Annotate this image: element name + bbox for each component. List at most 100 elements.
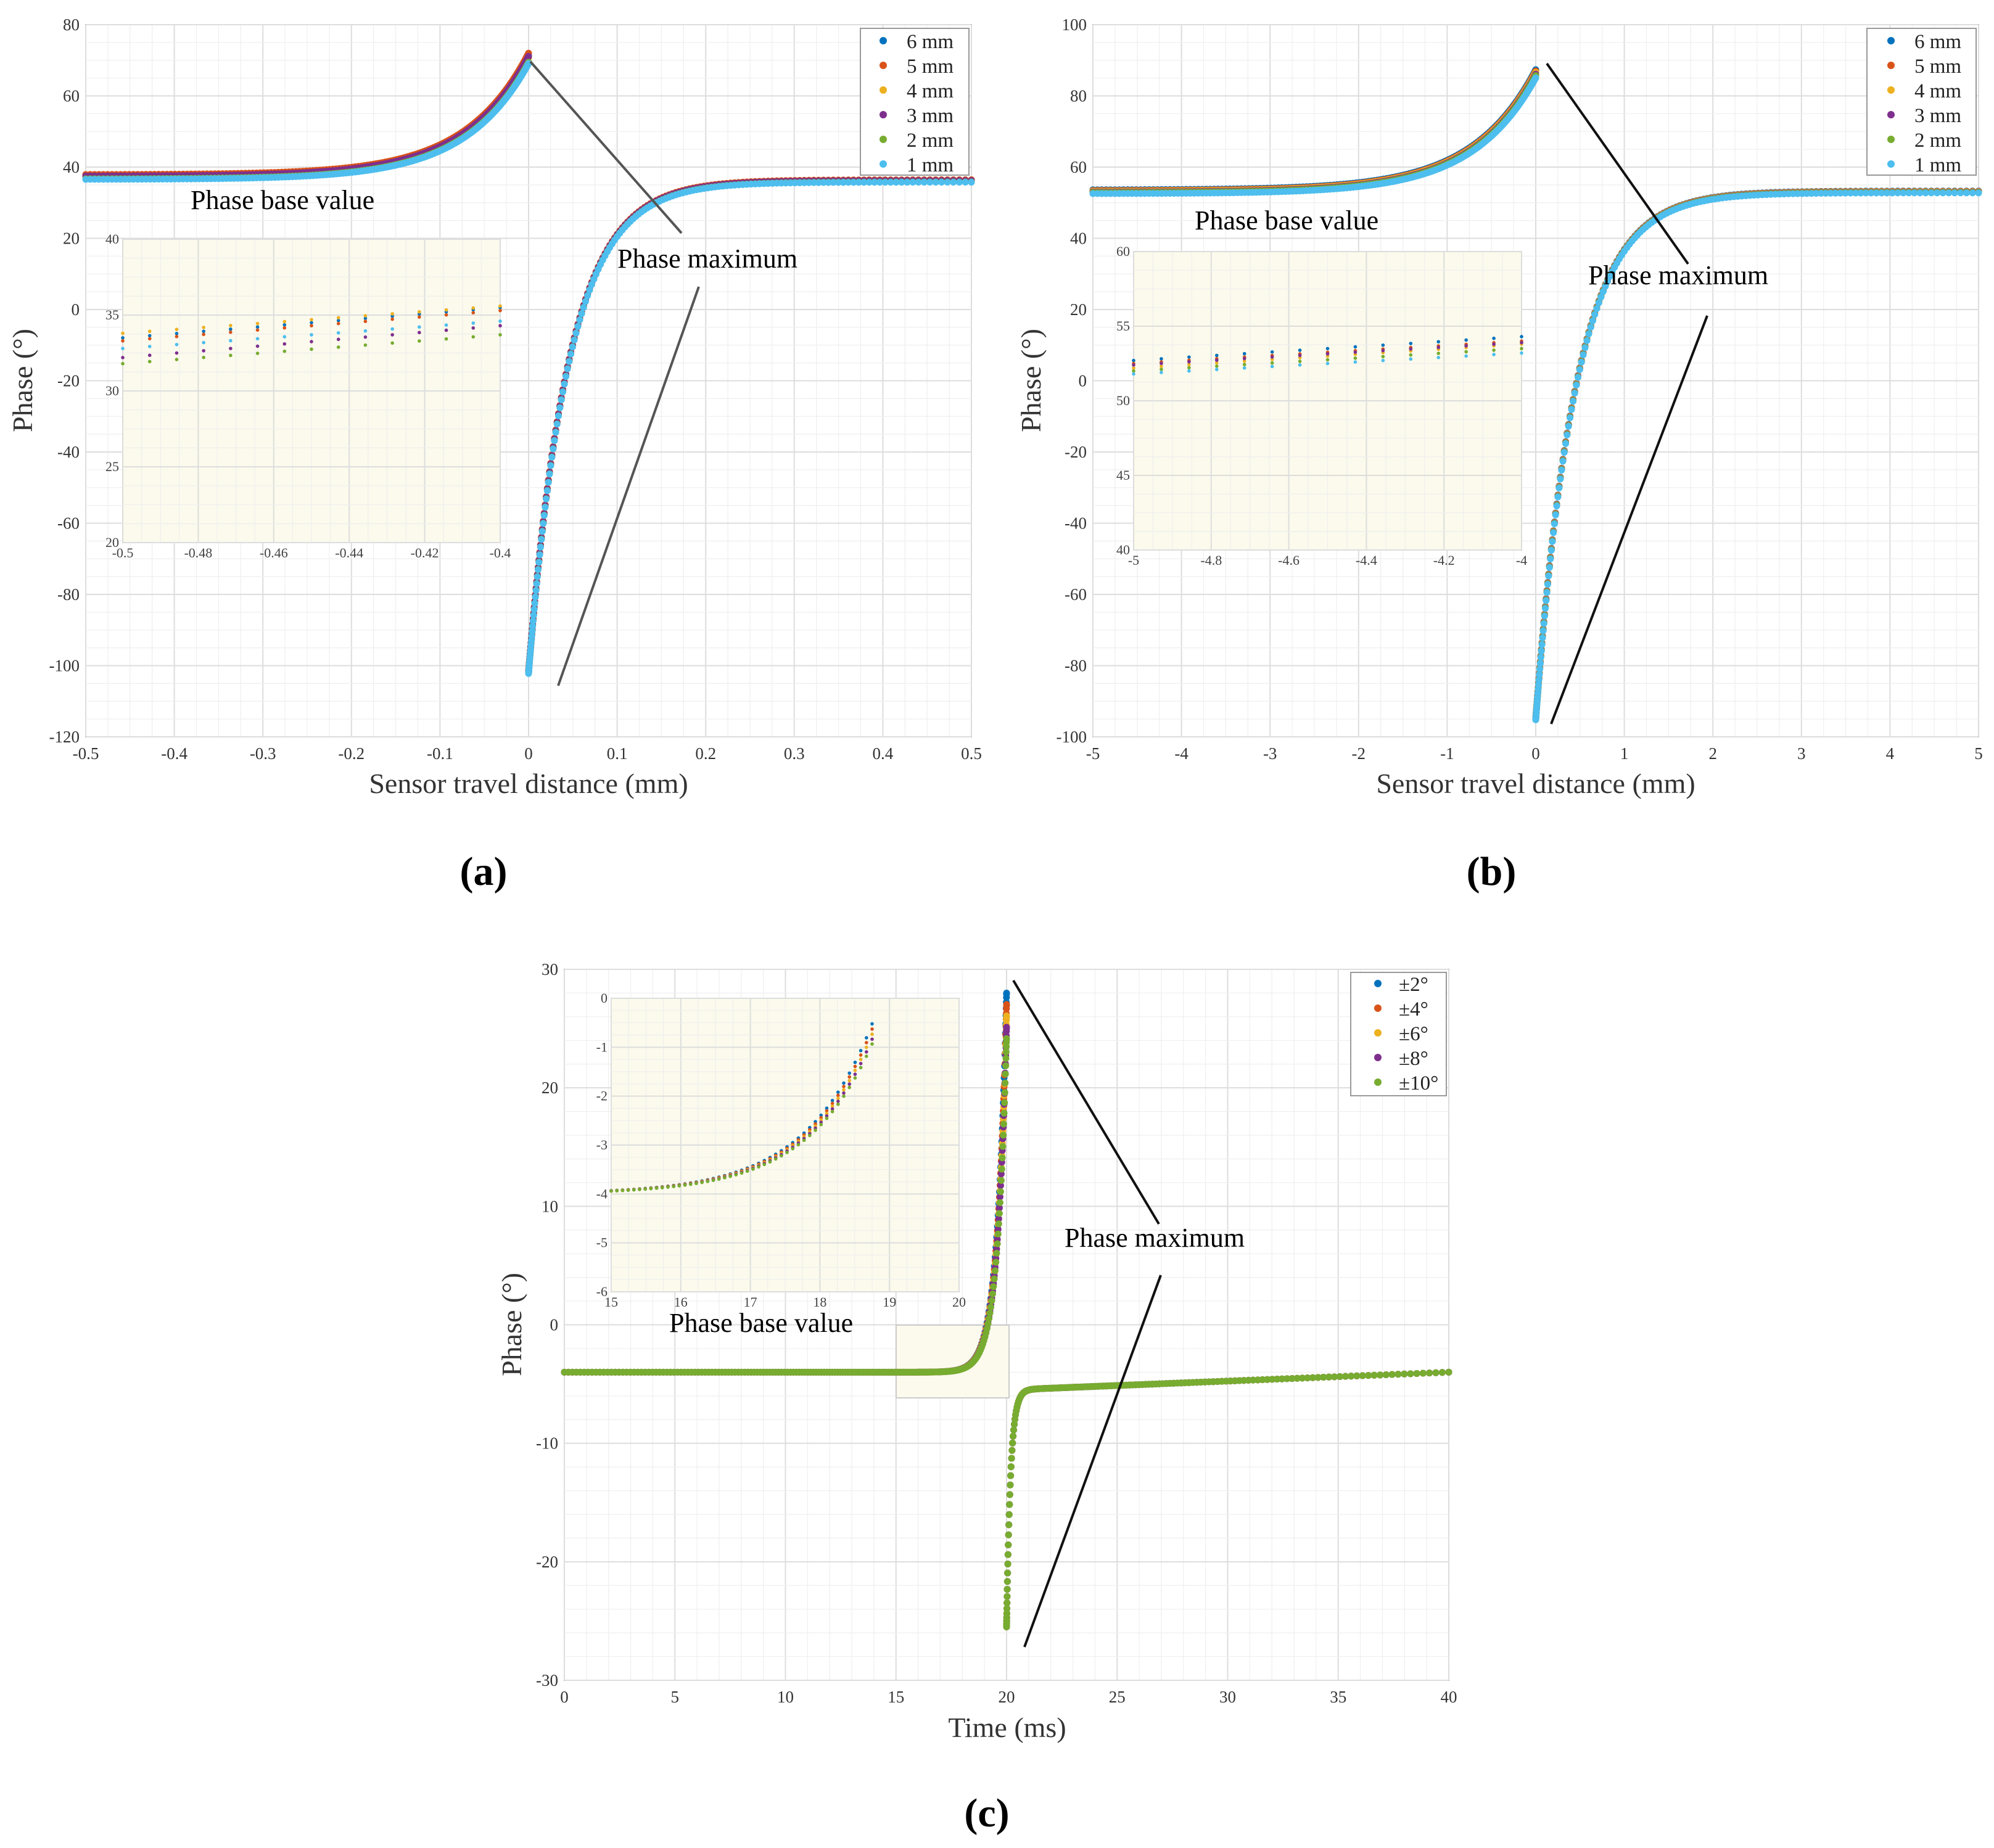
inset-data-point (202, 349, 205, 353)
inset-data-point (1132, 363, 1135, 367)
legend-marker-b-1 (1887, 62, 1895, 69)
inset-data-point (1298, 353, 1302, 358)
inset-data-point (1353, 356, 1357, 360)
inset-data-point (363, 314, 368, 318)
inset-data-point (390, 327, 394, 331)
legend-label-b-5: 1 mm (1914, 154, 1961, 176)
data-point (561, 380, 568, 388)
y-tick-label: -20 (1065, 443, 1087, 461)
inset-data-point (336, 337, 340, 342)
data-point (535, 559, 543, 566)
legend-label-b-1: 5 mm (1914, 55, 1961, 78)
data-point (1578, 358, 1585, 366)
data-point (1581, 344, 1589, 351)
inset-data-point (1270, 355, 1274, 359)
data-point (530, 612, 537, 619)
inset-data-point (1298, 363, 1302, 367)
data-point (578, 310, 585, 318)
data-point (1538, 641, 1546, 648)
inset-data-point (310, 347, 313, 351)
legend-label-b-4: 2 mm (1914, 129, 1961, 152)
inset-data-point (1325, 347, 1330, 351)
inset-data-point (390, 341, 394, 345)
inset-data-point (229, 347, 233, 350)
data-point (536, 551, 543, 559)
inset-data-point (1187, 359, 1191, 364)
x-tick-label: -2 (1352, 744, 1366, 763)
inset-data-point (1132, 358, 1135, 363)
inset-data-point (229, 327, 233, 331)
inset-data-point (255, 344, 260, 348)
x-tick-label: -0.3 (250, 744, 276, 763)
inset-data-point (1298, 359, 1302, 363)
inset-data-point (1270, 361, 1274, 365)
inset-data-point (444, 308, 448, 312)
data-point (562, 373, 570, 380)
data-point (1547, 555, 1554, 562)
data-point (1934, 189, 1941, 197)
y-tick-label: 80 (63, 15, 80, 34)
inset-data-point (390, 333, 394, 337)
inset-data-point (229, 353, 233, 358)
data-point (537, 543, 544, 551)
data-point (1543, 597, 1550, 604)
inset-data-point (471, 311, 476, 314)
y-tick-label: 0 (72, 300, 80, 319)
x-tick-label: -0.2 (338, 744, 365, 763)
data-point (543, 495, 550, 503)
inset-data-point (147, 334, 152, 338)
inset-data-point (310, 324, 313, 328)
data-point (1576, 366, 1583, 374)
inset-data-point (229, 339, 233, 343)
x-tick-label: -0.46 (260, 545, 288, 561)
data-point (1570, 398, 1577, 405)
data-point (540, 520, 547, 527)
x-tick-label: 2 (1708, 744, 1717, 763)
data-point (551, 437, 558, 445)
inset-data-point (1132, 366, 1135, 370)
inset-data-point (202, 326, 205, 329)
inset-data-point (471, 335, 476, 339)
data-point (1554, 493, 1562, 501)
x-tick-label: 0.1 (607, 744, 628, 763)
inset-data-point (1214, 368, 1219, 371)
inset-data-point (363, 319, 368, 323)
y-tick-label: 40 (63, 158, 80, 176)
inset-data-point (147, 353, 152, 357)
y-tick-label: 80 (1070, 87, 1087, 105)
x-tick-label: -4.2 (1433, 552, 1455, 568)
x-tick-labels-b: -5 -4 -3 -2 -1 0 1 2 3 4 5 (1086, 744, 1983, 763)
data-point (1540, 620, 1547, 627)
inset-data-point (363, 343, 368, 347)
inset-data-point (1160, 357, 1163, 361)
inset-data-point (498, 324, 502, 328)
inset-data-point (498, 319, 502, 323)
data-point (1560, 449, 1568, 456)
inset-data-point (444, 337, 448, 341)
legend-marker-a-3 (880, 111, 887, 118)
data-point (1003, 990, 1010, 997)
inset-data-point (310, 340, 313, 343)
legend-marker-a-4 (880, 136, 887, 143)
y-tick-label: -60 (57, 514, 80, 533)
inset-data-point (1381, 343, 1385, 347)
x-tick-labels-a: -0.5 -0.4 -0.3 -0.2 -0.1 0 0.1 0.2 0.3 0.4 0.5 (73, 744, 982, 763)
y-tick-label: 40 (105, 231, 119, 247)
data-point (530, 606, 538, 613)
y-tick-label: 20 (63, 229, 80, 248)
y-tick-label: -100 (1057, 728, 1087, 746)
inset-data-point (282, 349, 287, 353)
data-point (1585, 330, 1592, 337)
y-tick-label: 40 (1070, 229, 1087, 248)
inset-data-point (255, 328, 260, 332)
y-tick-label: 50 (1116, 393, 1130, 408)
x-tick-label: -0.4 (490, 545, 511, 561)
x-tick-label: -0.5 (73, 744, 99, 763)
inset-data-point (1242, 366, 1246, 370)
data-point (1969, 189, 1976, 197)
inset-data-point (282, 323, 287, 327)
inset-data-point (1381, 348, 1385, 353)
data-point (962, 179, 969, 186)
x-tick-label: -4 (1516, 552, 1527, 568)
